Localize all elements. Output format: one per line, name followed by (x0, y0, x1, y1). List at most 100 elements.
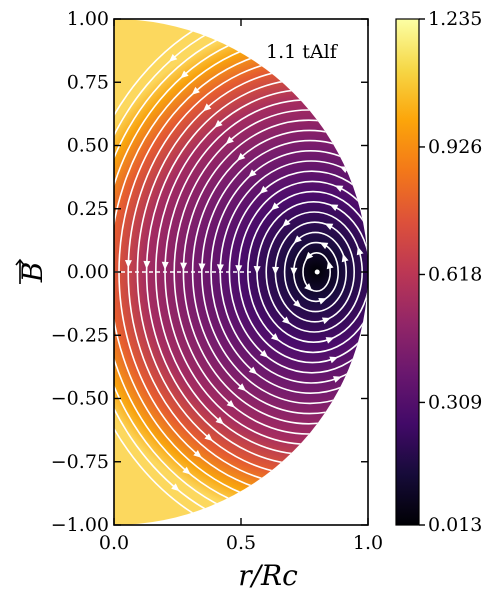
streamline-arrow (344, 147, 354, 154)
streamline-arrow (282, 218, 291, 227)
streamline-arrow (293, 235, 302, 244)
streamline-arrow (329, 356, 339, 364)
colorbar: 1.235 0.926 0.618 0.309 0.013 (395, 8, 482, 536)
y-tick-label: 0.00 (67, 261, 109, 283)
streamline-arrow (318, 298, 327, 305)
y-axis-ticks: 1.00 0.75 0.50 0.25 0.00 −0.25 −0.50 −0.75 −1.00 (51, 8, 368, 536)
streamline-arrow (180, 70, 189, 79)
streamline-arrow (248, 169, 257, 178)
vector-arrow-icon (15, 258, 25, 284)
x-tick-label: 1.0 (353, 532, 383, 554)
streamline-arrow (226, 399, 235, 408)
streamline-arrow (334, 185, 344, 193)
streamline-arrow (235, 265, 243, 274)
vortex-center (314, 269, 320, 275)
streamline-arrow (191, 86, 200, 95)
streamline-arrow (336, 395, 346, 403)
streamline-arrow (216, 264, 224, 273)
streamline-arrow (325, 337, 335, 344)
streamline (210, 150, 368, 394)
streamline-arrow (204, 433, 213, 442)
streamline-arrow (354, 109, 364, 116)
streamline-arrow (329, 204, 339, 212)
y-tick-label: 1.00 (67, 8, 109, 30)
streamline-arrow (333, 376, 342, 383)
x-axis-title: r/Rc (238, 559, 298, 592)
streamline-arrow (359, 90, 368, 97)
streamline-arrow (355, 493, 364, 501)
field-map (114, 14, 483, 525)
streamline-arrow (270, 202, 280, 211)
streamline-arrow (304, 283, 313, 292)
streamline-arrow (124, 260, 132, 269)
streamline (302, 252, 332, 293)
streamline-arrow (293, 299, 302, 308)
streamline-arrow (180, 262, 188, 271)
streamline-arrow (168, 53, 178, 62)
colorbar-ticks: 1.235 0.926 0.618 0.309 0.013 (419, 8, 482, 536)
y-tick-label: −0.50 (51, 388, 109, 410)
main-axes: 0.0 0.5 1.0 1.00 0.75 0.50 0.25 0.00 −0.25 −0.50… (15, 8, 383, 592)
streamline-arrow (161, 261, 169, 270)
streamline-arrow (321, 317, 331, 325)
streamline-arrow (143, 260, 151, 269)
streamline-arrow (375, 33, 384, 40)
streamline-arrow (171, 483, 180, 492)
time-annotation: 1.1 tAlf (266, 41, 339, 63)
streamline-arrow (326, 260, 334, 270)
streamline-arrow (215, 416, 224, 425)
streamline-arrow (476, 191, 483, 200)
y-axis-title: B (15, 258, 49, 284)
streamline (182, 119, 368, 425)
streamline-arrow (182, 466, 191, 475)
streamline-arrow (193, 450, 202, 458)
y-tick-label: 0.75 (67, 71, 109, 93)
streamline-arrow (237, 383, 247, 392)
streamline-arrow (259, 185, 268, 194)
streamline-arrow (447, 205, 454, 214)
streamline (283, 231, 348, 313)
x-tick-label: 0.0 (99, 532, 129, 554)
streamline-arrow (380, 14, 389, 21)
streamline-arrow (344, 434, 353, 442)
streamline-arrow (305, 251, 314, 261)
streamline-arrow (248, 366, 258, 375)
streamline-arrow (349, 128, 359, 135)
streamline-arrow (259, 349, 269, 358)
streamline-arrow (272, 266, 280, 275)
colorbar-gradient (395, 18, 420, 526)
streamline-arrow (356, 246, 364, 256)
streamline-arrow (236, 152, 246, 161)
streamline-arrow (202, 103, 212, 112)
colorbar-tick-label: 0.309 (428, 391, 482, 413)
streamline (173, 109, 368, 435)
streamline-arrow (270, 333, 280, 342)
streamline-arrow (341, 253, 349, 263)
streamline-arrow (387, 233, 394, 242)
streamline-arrow (253, 265, 261, 275)
streamline-arrow (370, 52, 379, 59)
streamline-arrow (358, 513, 368, 520)
streamline-arrow (432, 212, 439, 221)
colorbar-tick-label: 1.235 (428, 8, 482, 30)
streamline-arrow (347, 454, 357, 461)
y-tick-label: 0.50 (67, 135, 109, 157)
colorbar-tick-label: 0.618 (428, 263, 482, 285)
streamline-arrow (319, 242, 329, 250)
streamline-arrow (324, 223, 334, 231)
streamline-arrow (364, 71, 368, 78)
streamline-arrow (290, 267, 298, 276)
y-tick-label: −0.25 (51, 324, 109, 346)
y-tick-label: −1.00 (51, 514, 109, 536)
streamline-arrow (462, 198, 469, 207)
streamline-arrow (372, 240, 379, 249)
y-axis-title-text: B (16, 262, 49, 284)
y-tick-label: −0.75 (51, 451, 109, 473)
streamline-arrow (198, 263, 206, 272)
x-axis-ticks: 0.0 0.5 1.0 (99, 19, 383, 554)
streamline-arrow (351, 473, 361, 481)
x-tick-label: 0.5 (226, 532, 256, 554)
streamline-arrow (214, 119, 223, 128)
streamline-arrow (282, 316, 291, 325)
colorbar-tick-label: 0.926 (428, 136, 482, 158)
